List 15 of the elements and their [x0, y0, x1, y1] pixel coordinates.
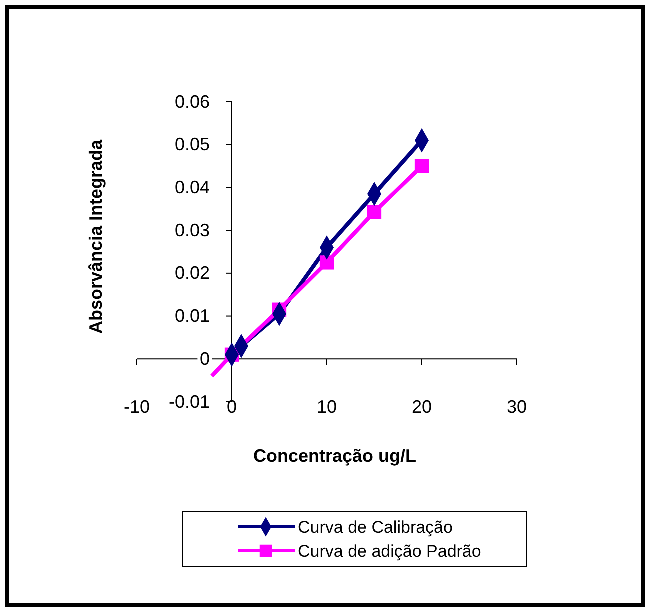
x-tick-label: 30	[506, 397, 528, 418]
y-tick-label: 0.06	[174, 92, 210, 112]
legend-label: Curva de Calibração	[298, 518, 453, 537]
y-tick-label: 0.04	[174, 177, 210, 198]
y-tick-label: 0.01	[174, 306, 210, 326]
y-tick-label: 0.03	[174, 220, 210, 240]
y-tick-label: 0.02	[174, 263, 210, 284]
x-tick-label: 20	[412, 397, 432, 418]
y-axis-title: Absorvância Integrada	[86, 138, 106, 334]
x-axis-title: Concentração ug/L	[253, 446, 417, 466]
y-tick-label: -0.01	[168, 392, 210, 412]
legend-label: Curva de adição Padrão	[298, 542, 482, 561]
x-tick-label: 10	[316, 397, 338, 418]
y-tick-label: 0.05	[174, 134, 210, 155]
x-tick-label: -10	[124, 397, 150, 418]
